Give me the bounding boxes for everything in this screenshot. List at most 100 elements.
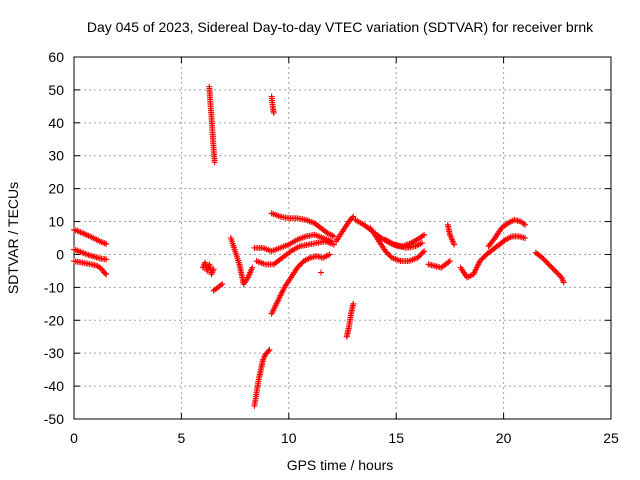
series-arc-22 — [457, 233, 529, 281]
series-arc-18 — [367, 225, 428, 265]
x-tick-label: 25 — [603, 430, 619, 446]
data-point — [417, 252, 424, 259]
y-tick-label: 10 — [48, 214, 64, 230]
data-point — [103, 256, 110, 263]
axis-ticks — [73, 56, 612, 420]
y-tick-label: 0 — [56, 246, 64, 262]
y-tick-label: -40 — [44, 378, 64, 394]
series-arc-10 — [268, 251, 333, 317]
data-point — [217, 282, 224, 289]
data-point — [490, 236, 497, 243]
series-arc-15 — [318, 269, 325, 276]
series-arc-20 — [425, 258, 453, 271]
series-arc-06 — [206, 83, 218, 166]
data-point — [385, 250, 392, 257]
series-arc-23 — [485, 216, 529, 250]
data-point — [476, 258, 483, 265]
data-point — [418, 250, 425, 257]
data-point — [548, 263, 555, 270]
data-point — [102, 270, 109, 277]
data-point — [265, 348, 272, 355]
data-point — [318, 269, 325, 276]
data-point — [445, 259, 452, 266]
series-arc-14 — [333, 213, 357, 245]
data-point — [545, 261, 552, 268]
data-point — [421, 248, 428, 255]
y-tick-label: -20 — [44, 312, 64, 328]
data-point — [419, 232, 426, 239]
x-tick-label: 10 — [281, 430, 297, 446]
data-point — [546, 262, 553, 269]
y-tick-label: -50 — [44, 411, 64, 427]
data-points — [71, 83, 567, 409]
data-point — [219, 281, 226, 288]
x-axis-title: GPS time / hours — [287, 457, 394, 473]
data-point — [451, 241, 458, 248]
data-point — [330, 241, 337, 248]
y-tick-label: 50 — [48, 82, 64, 98]
data-point — [446, 258, 453, 265]
data-point — [298, 260, 305, 267]
data-point — [296, 261, 303, 268]
y-tick-label: -30 — [44, 345, 64, 361]
series-arc-19 — [382, 231, 428, 250]
data-point — [520, 220, 527, 227]
data-point — [386, 252, 393, 259]
x-tick-label: 15 — [388, 430, 404, 446]
data-point — [383, 249, 390, 256]
data-point — [294, 264, 301, 271]
data-point — [103, 240, 110, 247]
series-arc-11 — [268, 210, 337, 240]
series-arc-13 — [253, 238, 337, 268]
series-arc-02 — [71, 246, 110, 263]
plot-frame — [73, 56, 612, 420]
data-point — [522, 235, 529, 241]
data-point — [541, 257, 548, 264]
series-arc-21 — [444, 221, 458, 248]
data-point — [556, 271, 563, 278]
data-point — [419, 249, 426, 256]
data-point — [560, 279, 567, 286]
data-point — [326, 251, 333, 258]
data-point — [382, 248, 389, 255]
series-arc-04 — [199, 259, 217, 278]
data-point — [266, 346, 273, 353]
series-arc-16 — [343, 300, 357, 340]
x-tick-label: 5 — [178, 430, 186, 446]
data-point — [330, 233, 337, 240]
data-point — [295, 263, 302, 270]
y-tick-label: 40 — [48, 115, 64, 131]
data-point — [553, 269, 560, 276]
series-arc-01 — [71, 226, 110, 247]
data-point — [286, 249, 293, 256]
series-arc-07 — [268, 93, 277, 116]
data-point — [480, 254, 487, 261]
data-point — [270, 109, 277, 116]
data-point — [349, 214, 356, 221]
series-arc-05 — [210, 281, 226, 294]
data-point — [522, 221, 529, 228]
data-point — [387, 253, 394, 260]
data-point — [415, 253, 422, 260]
data-point — [350, 213, 357, 220]
grid — [74, 57, 611, 419]
data-point — [478, 256, 485, 263]
data-point — [540, 256, 547, 263]
data-point — [418, 239, 425, 246]
y-tick-label: 60 — [48, 49, 64, 65]
x-tick-label: 20 — [496, 430, 512, 446]
series-arc-08 — [227, 235, 256, 288]
data-point — [421, 231, 428, 238]
series-arc-24 — [532, 249, 567, 286]
data-point — [550, 266, 557, 273]
data-point — [554, 270, 561, 277]
series-arc-03 — [71, 258, 110, 278]
data-point — [544, 260, 551, 267]
data-point — [479, 255, 486, 262]
x-tick-label: 0 — [70, 430, 78, 446]
data-point — [552, 267, 559, 274]
data-point — [543, 258, 550, 265]
tick-labels: 0 5 10 15 20 25 60 50 40 30 20 10 0 -10 -20 -30 -40 -50 — [44, 49, 619, 446]
data-point — [103, 271, 110, 278]
